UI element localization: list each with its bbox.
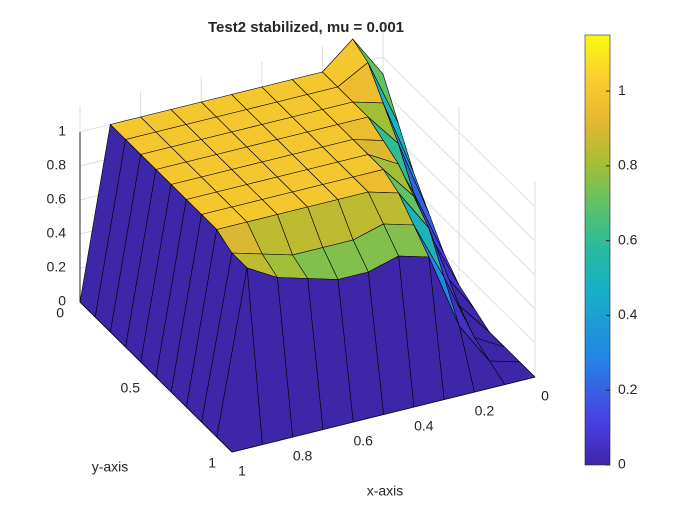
z-tick-label: 0 [58,293,66,309]
x-tick-label: 1 [238,463,246,479]
y-tick-label: 1 [208,455,216,471]
y-tick-label: 0 [56,305,64,321]
colorbar-tick-label: 0.6 [618,231,638,247]
x-tick-label: 0 [541,388,549,404]
colorbar-tick-label: 1 [618,82,626,98]
colorbar-tick-label: 0 [618,456,626,472]
surface-face [216,267,263,453]
colorbar-tick-label: 0.2 [618,381,638,397]
x-axis-label: x-axis [367,483,404,499]
z-tick-label: 0.2 [47,259,67,275]
colorbar-tick-label: 0.4 [618,306,638,322]
z-tick-label: 0.8 [47,157,67,173]
colorbar [584,34,611,466]
y-tick-label: 0.5 [121,380,141,396]
x-tick-label: 0.8 [293,448,313,464]
z-tick-label: 1 [58,123,66,139]
z-tick-label: 0.4 [47,225,67,241]
x-tick-label: 0.4 [414,418,434,434]
y-axis-label: y-axis [92,459,129,475]
colorbar-tick-label: 0.8 [618,157,638,173]
x-tick-label: 0.2 [475,403,495,419]
x-tick-label: 0.6 [353,433,373,449]
chart-title: Test2 stabilized, mu = 0.001 [208,19,404,36]
z-tick-label: 0.6 [47,191,67,207]
